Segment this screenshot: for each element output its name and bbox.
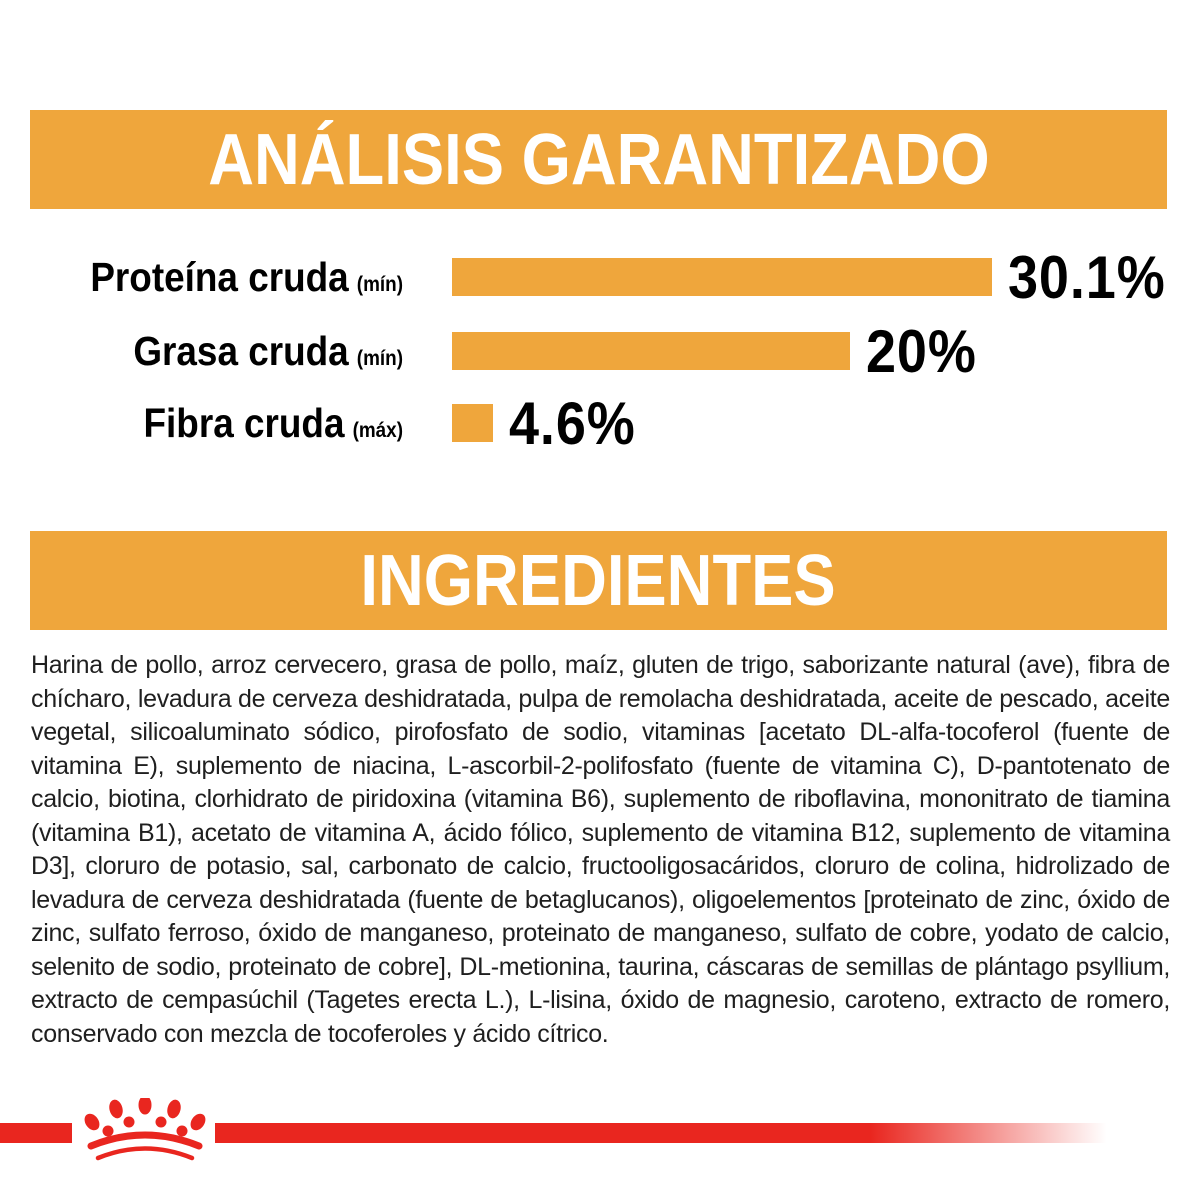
nutrient-name: Fibra cruda: [143, 399, 345, 446]
row-label-fat: Grasa cruda (mín): [40, 328, 403, 375]
fat-value: 20%: [866, 317, 977, 385]
nutrient-qualifier: (mín): [356, 272, 403, 296]
fiber-value: 4.6%: [509, 389, 636, 457]
nutrient-name: Proteína cruda: [90, 253, 349, 300]
analysis-title: ANÁLISIS GARANTIZADO: [207, 119, 990, 200]
guaranteed-analysis-chart: Proteína cruda (mín) 30.1% Grasa cruda (…: [0, 0, 1200, 470]
footer-line-left: [0, 1123, 72, 1143]
nutrient-qualifier: (mín): [356, 346, 403, 370]
row-label-fiber: Fibra cruda (máx): [40, 400, 403, 447]
footer-line-right: [215, 1123, 1125, 1143]
nutrient-name: Grasa cruda: [133, 327, 349, 374]
ingredients-title: INGREDIENTES: [360, 540, 837, 621]
protein-value: 30.1%: [1008, 243, 1166, 311]
fiber-bar: [452, 404, 493, 442]
analysis-banner: ANÁLISIS GARANTIZADO: [30, 110, 1167, 209]
fat-bar: [452, 332, 850, 370]
protein-bar: [452, 258, 992, 296]
chart-row-protein: Proteína cruda (mín) 30.1%: [0, 244, 1200, 311]
ingredients-banner: INGREDIENTES: [30, 531, 1167, 630]
royal-canin-crown-logo: [84, 1098, 206, 1161]
row-label-protein: Proteína cruda (mín): [40, 254, 403, 301]
chart-row-fiber: Fibra cruda (máx) 4.6%: [0, 390, 1200, 457]
nutrient-qualifier: (máx): [352, 418, 403, 442]
chart-row-fat: Grasa cruda (mín) 20%: [0, 318, 1200, 385]
ingredients-text: Harina de pollo, arroz cervecero, grasa …: [31, 651, 1170, 1048]
